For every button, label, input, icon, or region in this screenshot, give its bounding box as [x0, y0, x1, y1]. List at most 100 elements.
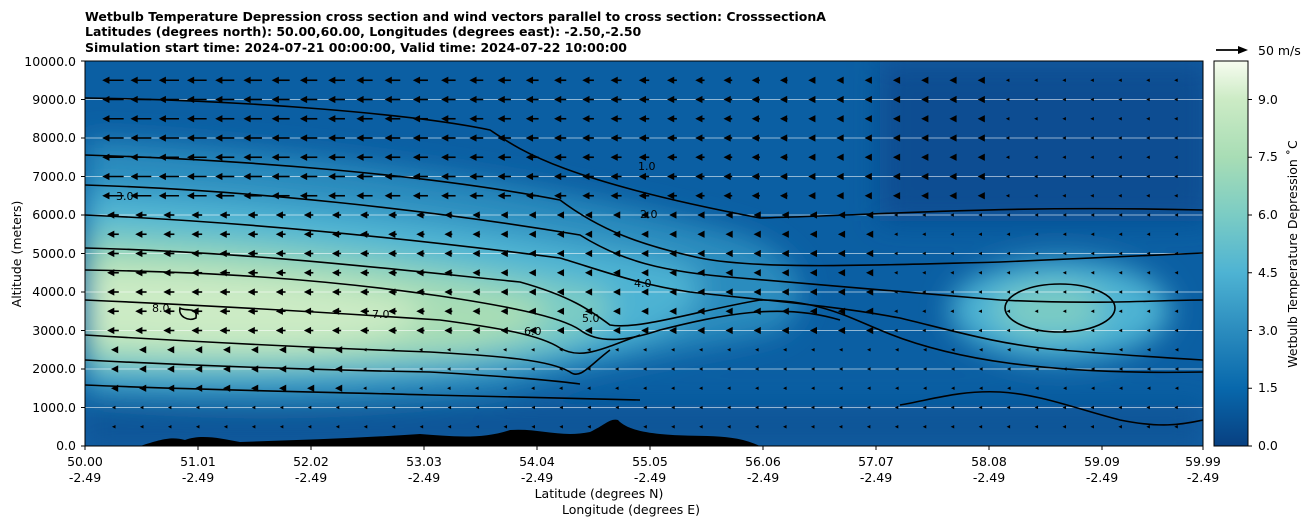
wind-vector [1062, 232, 1067, 237]
wind-vector [412, 153, 428, 161]
wind-vector [1007, 386, 1011, 391]
wind-vector [528, 269, 536, 277]
wind-vector [753, 211, 761, 219]
wind-vector [163, 269, 175, 277]
wind-vector [836, 115, 844, 123]
wind-vector [978, 251, 982, 256]
wind-vector [1034, 309, 1039, 314]
wind-vector [195, 346, 203, 354]
wind-vector [922, 309, 926, 314]
wind-vector [697, 211, 705, 219]
wind-vector [331, 288, 342, 296]
wind-vector [497, 95, 511, 104]
wind-vector [356, 172, 373, 181]
wind-vector [1174, 232, 1179, 237]
x-tick-lon: -2.49 [1187, 470, 1219, 485]
wind-vector [671, 347, 675, 352]
wind-vector [894, 270, 898, 275]
wind-vector [391, 424, 396, 429]
wind-vector [809, 249, 817, 258]
wind-vector [223, 405, 228, 410]
wind-vector [186, 192, 207, 200]
wind-vector [503, 405, 508, 410]
wind-vector [1035, 367, 1039, 371]
wind-vector [279, 346, 287, 354]
wind-vector [531, 424, 535, 429]
wind-vector [1062, 97, 1066, 102]
wind-vector [1090, 270, 1095, 275]
wind-vector [808, 192, 816, 200]
wind-vector [697, 230, 705, 238]
wind-vector [977, 95, 985, 104]
wind-vector [1090, 174, 1094, 179]
wind-vector [894, 290, 898, 294]
wind-vector [525, 172, 539, 181]
wind-vector [1174, 213, 1179, 217]
wind-vector [723, 115, 733, 123]
wind-vector [531, 386, 535, 391]
wind-vector [472, 211, 481, 219]
wind-vector [299, 134, 318, 142]
wind-vector [669, 288, 677, 296]
wind-vector [475, 367, 479, 371]
wind-vector [783, 347, 787, 352]
wind-vector [1146, 309, 1151, 314]
wind-vector [1146, 405, 1150, 410]
wind-vector [412, 192, 428, 200]
wind-vector [1063, 367, 1067, 371]
wind-vector [1174, 136, 1178, 140]
wind-vector [303, 249, 314, 258]
wind-vector [388, 249, 397, 258]
wind-vector [130, 95, 152, 104]
wind-vector [186, 153, 207, 161]
wind-vector [610, 172, 622, 181]
wind-vector [251, 346, 259, 354]
wind-vector [163, 288, 175, 296]
contour-label: 3.0 [116, 190, 134, 203]
wind-vector [1034, 290, 1039, 294]
wind-vector [864, 172, 872, 181]
wind-vector [135, 326, 147, 335]
wind-vector [419, 367, 423, 371]
wind-vector [584, 211, 593, 219]
wind-vector [107, 288, 119, 296]
wind-vector [1006, 328, 1011, 333]
wind-vector [755, 386, 759, 391]
wind-vector [1034, 193, 1038, 198]
contour-label: 4.0 [634, 277, 652, 290]
wind-vector [866, 307, 874, 315]
x-tick-lon: -2.49 [860, 470, 892, 485]
wind-vector [922, 290, 926, 294]
wind-vector [215, 134, 235, 142]
wind-vector [559, 405, 563, 410]
wind-vector [699, 347, 703, 352]
colorbar-tick-label: 3.0 [1258, 323, 1278, 338]
wind-vector [303, 288, 314, 296]
wind-vector [335, 346, 343, 354]
wind-vector [469, 115, 484, 123]
wind-vector [412, 115, 428, 123]
wind-vector [1006, 270, 1011, 275]
wind-vector [360, 211, 369, 219]
wind-vector [1118, 386, 1123, 391]
wind-vector [1118, 290, 1123, 294]
wind-vector [1062, 174, 1066, 179]
wind-vector [866, 230, 874, 238]
wind-vector [388, 326, 397, 335]
wind-vector [1062, 309, 1067, 314]
wind-vector [1090, 232, 1095, 237]
wind-vector [892, 134, 901, 142]
wind-vector [697, 326, 705, 335]
wind-vector [615, 386, 619, 391]
wind-vector [584, 249, 593, 258]
wind-vector [1118, 97, 1122, 102]
wind-vector [837, 211, 846, 219]
wind-vector [1118, 367, 1123, 371]
wind-vector [978, 405, 983, 410]
wind-vector [388, 269, 397, 277]
wind-vector [811, 367, 815, 371]
wind-vector [416, 307, 425, 315]
wind-vector [753, 326, 761, 335]
wind-vector [669, 307, 677, 315]
colorbar: 0.0 1.5 3.0 4.5 6.0 7.5 9.0 Wetbulb Temp… [1213, 60, 1300, 453]
